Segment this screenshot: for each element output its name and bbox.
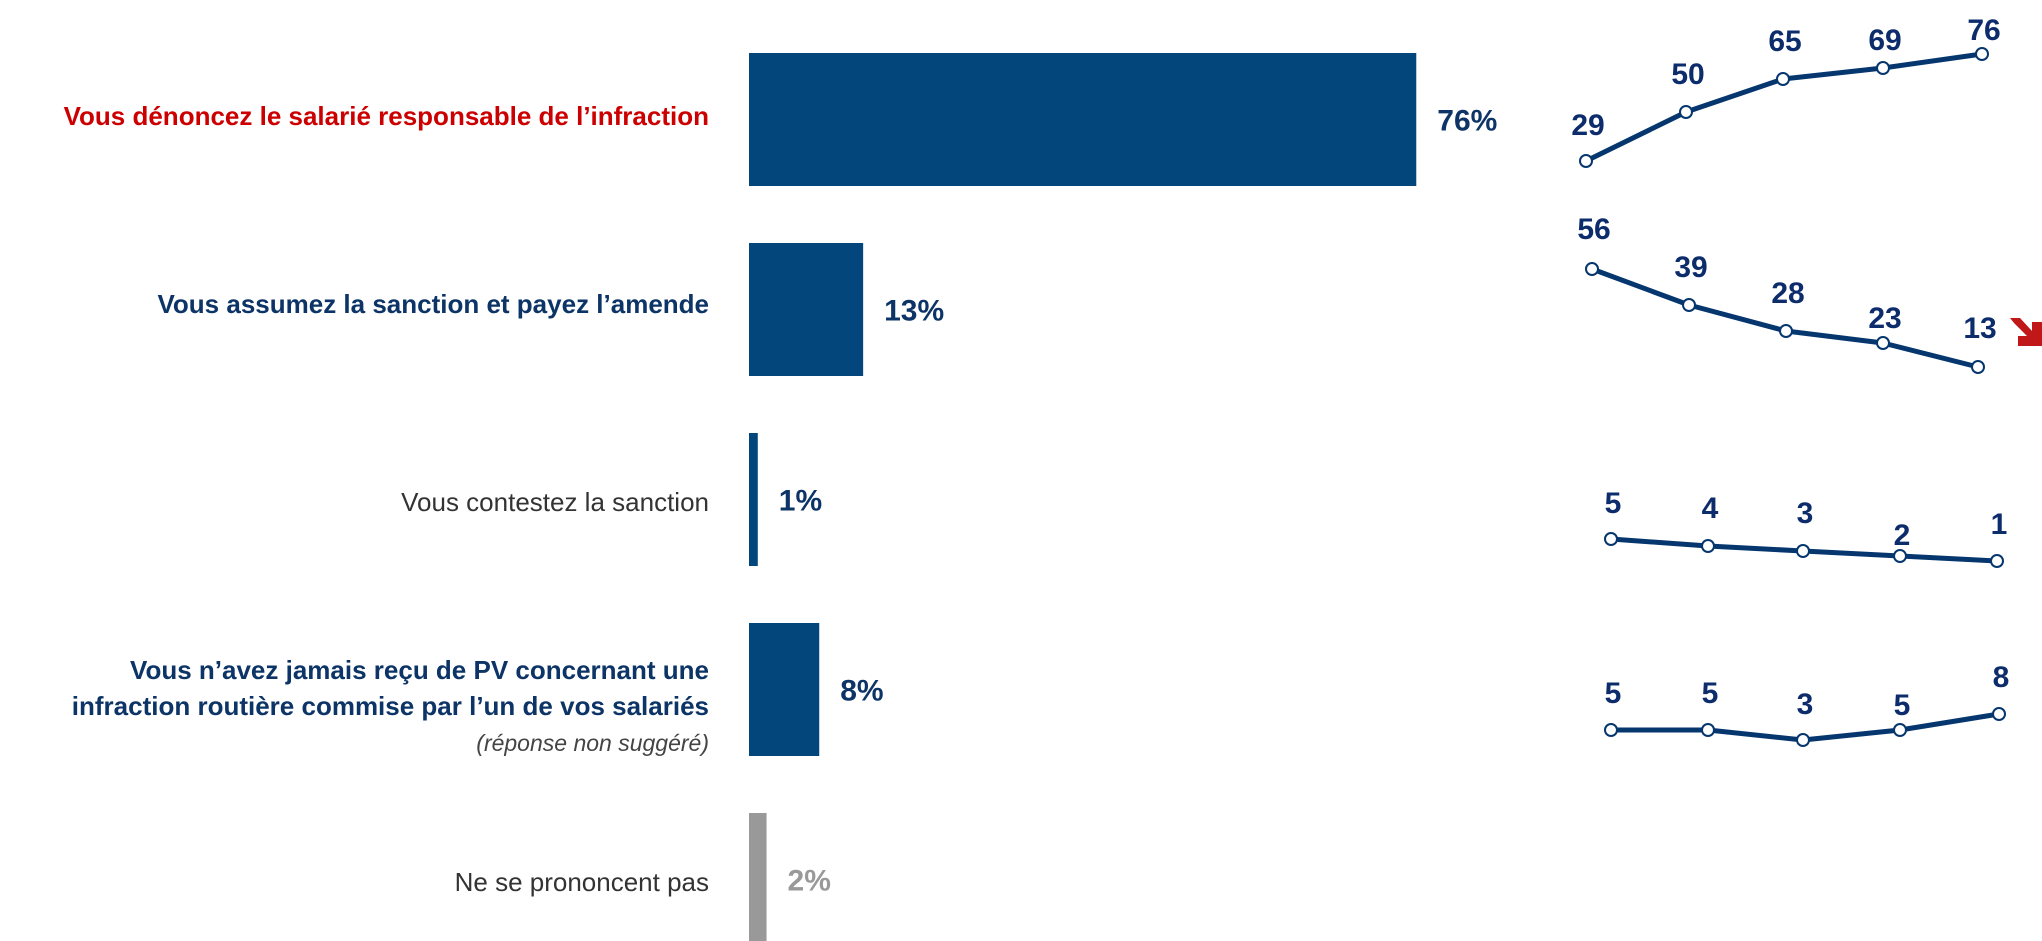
- trend-point-2-4: [1990, 554, 2004, 568]
- bar-value-label-1: 13%: [884, 295, 944, 328]
- bar-3: [749, 623, 820, 756]
- trend-label-0-0: 29: [1571, 109, 1604, 142]
- trend-label-3-1: 5: [1702, 677, 1719, 710]
- category-label-2: Vous contestez la sanction: [401, 487, 709, 517]
- trend-point-1-1: [1682, 298, 1696, 312]
- bar-value-label-4: 2%: [788, 865, 831, 898]
- trend-label-0-1: 50: [1671, 58, 1704, 91]
- bar-value-label-3: 8%: [840, 675, 883, 708]
- bar-4: [749, 813, 767, 941]
- bar-value-label-0: 76%: [1437, 105, 1497, 138]
- trend-label-2-4: 1: [1991, 508, 2008, 541]
- trend-label-1-2: 28: [1771, 277, 1804, 310]
- trend-point-3-4: [1992, 707, 2006, 721]
- trend-label-2-0: 5: [1605, 487, 1622, 520]
- category-label-4: Ne se prononcent pas: [454, 867, 709, 897]
- trend-label-1-4: 13: [1963, 312, 1996, 345]
- trend-label-1-1: 39: [1674, 251, 1707, 284]
- trend-point-1-0: [1585, 262, 1599, 276]
- bar-0: [749, 53, 1417, 186]
- trend-point-2-1: [1701, 539, 1715, 553]
- trend-point-1-2: [1779, 324, 1793, 338]
- category-label-3-text: Vous n’avez jamais reçu de PV concernant…: [71, 655, 709, 721]
- trend-point-0-0: [1579, 154, 1593, 168]
- trend-point-2-3: [1893, 549, 1907, 563]
- trend-label-3-3: 5: [1894, 689, 1911, 722]
- trend-point-3-3: [1893, 723, 1907, 737]
- trend-label-2-3: 2: [1894, 519, 1911, 552]
- trend-point-0-4: [1975, 47, 1989, 61]
- trend-label-3-2: 3: [1797, 688, 1814, 721]
- trend-point-2-2: [1796, 544, 1810, 558]
- bar-1: [749, 243, 864, 376]
- trend-label-3-4: 8: [1993, 661, 2010, 694]
- category-label-3: Vous n’avez jamais reçu de PV concernant…: [69, 652, 709, 761]
- trend-label-1-0: 56: [1577, 213, 1610, 246]
- trend-line-0: [1584, 51, 1983, 164]
- trend-label-3-0: 5: [1605, 677, 1622, 710]
- trend-point-3-2: [1796, 733, 1810, 747]
- trend-point-3-0: [1604, 723, 1618, 737]
- bar-2: [749, 433, 758, 566]
- trend-point-0-3: [1876, 61, 1890, 75]
- trend-point-1-3: [1876, 336, 1890, 350]
- trend-down-arrow-icon: [2010, 318, 2042, 346]
- trend-label-0-3: 69: [1868, 24, 1901, 57]
- category-note: (réponse non suggéré): [476, 730, 709, 756]
- trend-point-1-4: [1971, 360, 1985, 374]
- trend-label-0-2: 65: [1768, 25, 1801, 58]
- category-label-0: Vous dénoncez le salarié responsable de …: [63, 101, 709, 131]
- trend-label-0-4: 76: [1967, 14, 2000, 47]
- trend-label-2-1: 4: [1702, 492, 1719, 525]
- trend-point-0-2: [1776, 72, 1790, 86]
- trend-point-3-1: [1701, 723, 1715, 737]
- trend-label-2-2: 3: [1797, 497, 1814, 530]
- bar-value-label-2: 1%: [779, 485, 822, 518]
- trend-label-1-3: 23: [1868, 302, 1901, 335]
- trend-point-0-1: [1679, 105, 1693, 119]
- trend-point-2-0: [1604, 532, 1618, 546]
- category-label-1: Vous assumez la sanction et payez l’amen…: [157, 289, 710, 319]
